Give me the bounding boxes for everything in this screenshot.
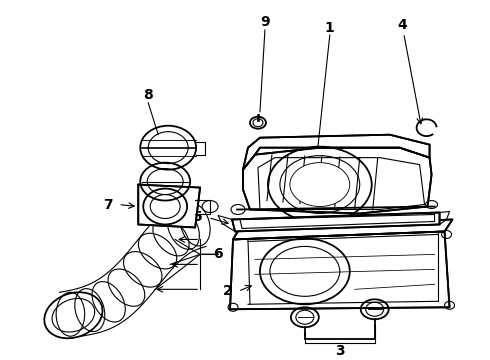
Text: 6: 6 bbox=[213, 247, 223, 261]
Text: 7: 7 bbox=[103, 198, 113, 212]
Polygon shape bbox=[230, 231, 449, 309]
Polygon shape bbox=[243, 135, 430, 170]
Text: 3: 3 bbox=[335, 344, 344, 358]
Polygon shape bbox=[138, 185, 200, 228]
Polygon shape bbox=[233, 220, 452, 239]
Polygon shape bbox=[243, 148, 432, 213]
Text: 8: 8 bbox=[144, 88, 153, 102]
Text: 4: 4 bbox=[398, 18, 408, 32]
Text: 5: 5 bbox=[193, 211, 203, 225]
Ellipse shape bbox=[290, 163, 350, 207]
Text: 2: 2 bbox=[223, 284, 233, 298]
Text: 9: 9 bbox=[260, 15, 270, 29]
Text: 1: 1 bbox=[325, 21, 335, 35]
Polygon shape bbox=[232, 212, 440, 231]
